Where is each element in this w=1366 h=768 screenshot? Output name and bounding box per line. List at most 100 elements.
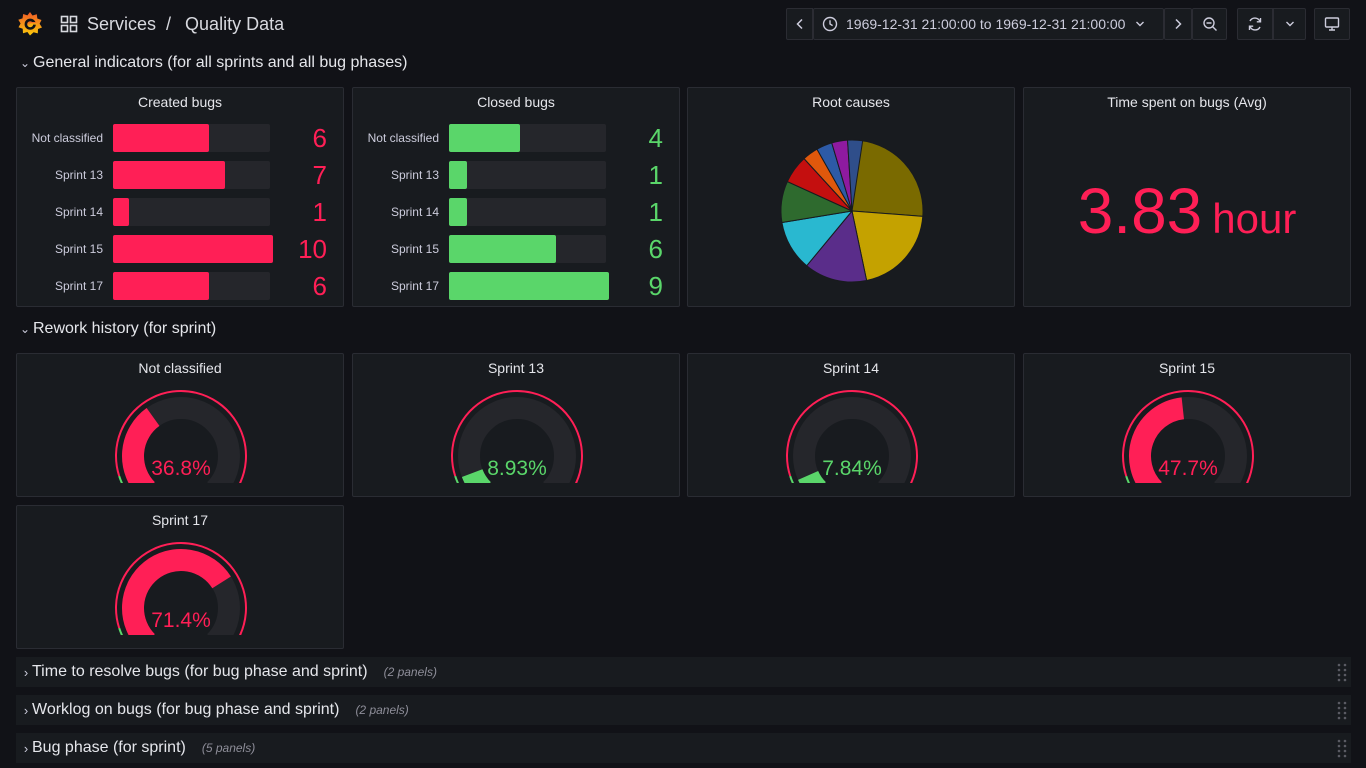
chevron-right-icon: › xyxy=(23,664,29,680)
bar-value: 6 xyxy=(648,234,663,264)
panel-title: Sprint 14 xyxy=(822,360,880,376)
row-time-to-resolve[interactable]: › Time to resolve bugs (for bug phase an… xyxy=(16,657,1351,687)
chevron-right-icon: › xyxy=(23,702,29,718)
breadcrumb-separator: / xyxy=(166,13,172,34)
gauge-chart: 71.4% xyxy=(115,542,247,635)
time-range-label: 1969-12-31 21:00:00 to 1969-12-31 21:00:… xyxy=(846,16,1126,32)
gauge-chart: 8.93% xyxy=(451,390,583,483)
zoom-out-icon xyxy=(1202,17,1217,31)
bar-label: Not classified xyxy=(31,131,103,145)
panel-root-causes[interactable]: Root causes xyxy=(687,87,1015,307)
panel-gauge-not-classified[interactable]: Not classified 36.8% xyxy=(16,353,344,497)
panel-gauge-sprint-14[interactable]: Sprint 14 7.84% xyxy=(687,353,1015,497)
drag-handle-icon[interactable] xyxy=(1337,738,1347,758)
bar-gauge-row: Sprint 17 6 xyxy=(17,271,343,301)
bar-fill xyxy=(449,161,467,189)
gauge-value-label: 7.84% xyxy=(822,457,882,480)
refresh-interval-dropdown[interactable] xyxy=(1273,8,1306,40)
gauge-value-arc xyxy=(461,468,492,483)
gauge-chart: 47.7% xyxy=(1122,390,1254,483)
pie-slice[interactable] xyxy=(851,210,924,282)
gauge-value-arc xyxy=(122,408,160,483)
drag-handle-icon[interactable] xyxy=(1337,700,1347,720)
row-general-indicators[interactable]: ⌄ General indicators (for all sprints an… xyxy=(20,54,407,72)
chevron-down-icon xyxy=(1285,21,1294,27)
bar-gauge-row: Sprint 14 1 xyxy=(353,197,679,227)
bar-fill xyxy=(113,198,129,226)
bar-gauge-row: Sprint 14 1 xyxy=(17,197,343,227)
row-title: General indicators (for all sprints and … xyxy=(33,54,408,71)
panel-title: Closed bugs xyxy=(477,94,555,110)
time-shift-back-button[interactable] xyxy=(786,8,813,40)
bar-value: 6 xyxy=(312,271,327,301)
row-bug-phase[interactable]: › Bug phase (for sprint) (5 panels) xyxy=(16,733,1351,763)
drag-handle-icon[interactable] xyxy=(1337,662,1347,682)
row-title: Rework history (for sprint) xyxy=(33,320,217,337)
bar-gauge-row: Sprint 15 6 xyxy=(353,234,679,264)
chevron-down-icon: ⌄ xyxy=(20,56,31,70)
gauge-threshold-arc-alert xyxy=(786,390,918,483)
gauge-value-arc xyxy=(798,470,827,483)
pie-slice[interactable] xyxy=(806,209,868,283)
bar-label: Sprint 14 xyxy=(54,205,103,219)
refresh-icon xyxy=(1248,17,1262,31)
panel-time-spent-on-bugs[interactable]: Time spent on bugs (Avg) 3.83 hour xyxy=(1023,87,1351,307)
dashboard-title[interactable]: Quality Data xyxy=(185,13,285,34)
breadcrumb: Services / Quality Data xyxy=(60,13,284,35)
bar-track xyxy=(113,235,273,263)
row-title: Bug phase (for sprint) xyxy=(32,739,186,756)
bar-label: Not classified xyxy=(367,131,439,145)
bar-gauge-row: Sprint 13 1 xyxy=(353,160,679,190)
gauge-threshold-arc-ok xyxy=(789,475,795,483)
gauge-value-label: 8.93% xyxy=(487,457,547,480)
panel-title: Not classified xyxy=(138,360,222,376)
monitor-icon xyxy=(1324,17,1340,31)
row-rework-history[interactable]: ⌄ Rework history (for sprint) xyxy=(20,320,216,338)
tv-mode-button[interactable] xyxy=(1314,8,1350,40)
pie-slice[interactable] xyxy=(851,139,924,217)
bar-track xyxy=(449,272,609,300)
chevron-right-icon xyxy=(1175,18,1182,30)
grafana-logo-icon[interactable] xyxy=(17,11,43,37)
gauge-track xyxy=(458,397,576,483)
apps-grid-icon xyxy=(60,15,78,33)
bar-fill xyxy=(449,272,609,300)
time-shift-forward-button[interactable] xyxy=(1164,8,1192,40)
bar-value: 1 xyxy=(312,197,327,227)
gauge-threshold-arc-alert xyxy=(451,390,583,483)
panel-created-bugs[interactable]: Created bugs Not classified 6 Sprint 13 7 Sp… xyxy=(16,87,344,307)
refresh-button[interactable] xyxy=(1237,8,1273,40)
clock-icon xyxy=(822,16,838,32)
panel-gauge-sprint-13[interactable]: Sprint 13 8.93% xyxy=(352,353,680,497)
stat-value: 3.83 hour xyxy=(1024,174,1350,248)
gauge-threshold-arc-alert xyxy=(1122,390,1254,483)
bar-fill xyxy=(449,124,520,152)
chevron-left-icon xyxy=(795,18,803,30)
gauge-value-arc xyxy=(1129,397,1185,483)
gauge-threshold-arc-ok xyxy=(454,475,460,483)
gauge-chart: 7.84% xyxy=(786,390,918,483)
bar-label: Sprint 15 xyxy=(390,242,439,256)
bar-gauge-row: Not classified 6 xyxy=(17,123,343,153)
panel-closed-bugs[interactable]: Closed bugs Not classified 4 Sprint 13 1 Spr… xyxy=(352,87,680,307)
breadcrumb-folder-link[interactable]: Services xyxy=(87,13,157,34)
bar-fill xyxy=(113,235,273,263)
bar-track xyxy=(113,272,270,300)
gauge-threshold-arc-ok xyxy=(1125,475,1131,483)
time-range-picker[interactable]: 1969-12-31 21:00:00 to 1969-12-31 21:00:… xyxy=(813,8,1164,40)
bar-gauge-row: Not classified 4 xyxy=(353,123,679,153)
gauge-value-label: 71.4% xyxy=(151,609,211,632)
panel-title: Root causes xyxy=(812,94,890,110)
bar-gauge-row: Sprint 13 7 xyxy=(17,160,343,190)
bar-label: Sprint 15 xyxy=(54,242,103,256)
stat-number: 3.83 xyxy=(1077,175,1203,247)
panel-gauge-sprint-17[interactable]: Sprint 17 71.4% xyxy=(16,505,344,649)
pie-slice[interactable] xyxy=(847,139,864,212)
panel-gauge-sprint-15[interactable]: Sprint 15 47.7% xyxy=(1023,353,1351,497)
root-causes-pie-chart xyxy=(780,139,924,283)
zoom-out-button[interactable] xyxy=(1192,8,1227,40)
bar-value: 7 xyxy=(312,160,327,190)
top-navbar: Services / Quality Data 1969-12-31 21:00… xyxy=(0,0,1366,48)
row-worklog[interactable]: › Worklog on bugs (for bug phase and spr… xyxy=(16,695,1351,725)
gauge-chart: 36.8% xyxy=(115,390,247,483)
